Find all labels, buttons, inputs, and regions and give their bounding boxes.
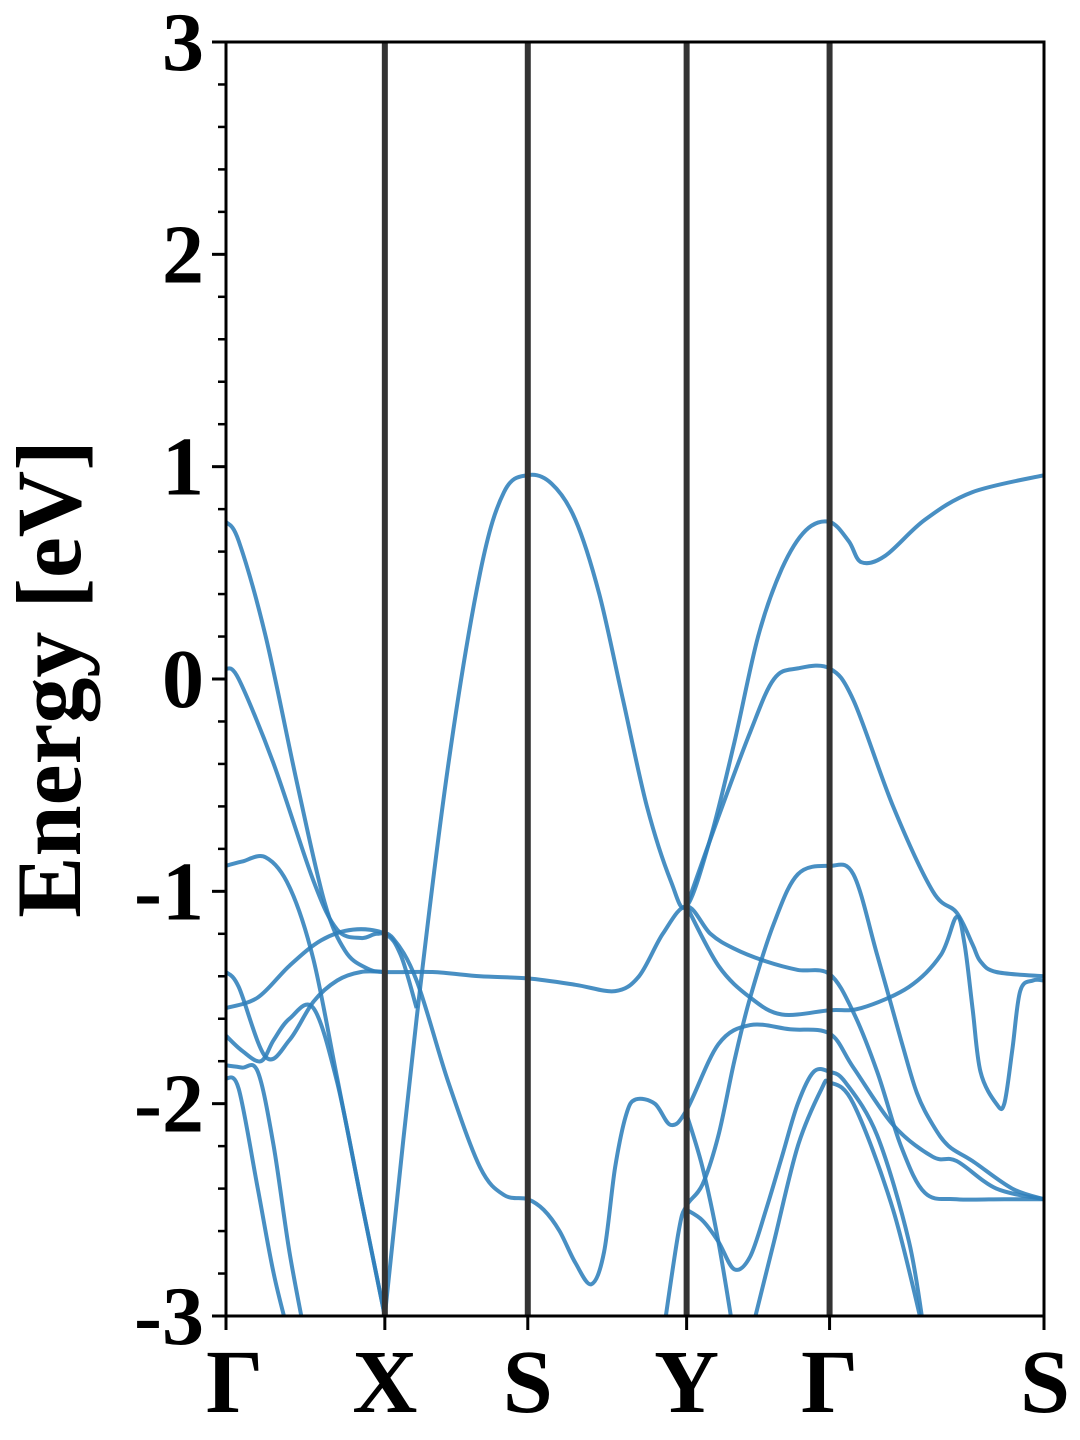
band-line-9 (226, 1075, 287, 1316)
band-line-12 (684, 1113, 733, 1316)
y-tick-label: 0 (162, 633, 204, 726)
kpoint-label: Y (654, 1333, 719, 1432)
kpoint-label: Γ (801, 1333, 858, 1432)
band-line-3 (226, 854, 387, 1316)
band-line-15 (684, 905, 1044, 1111)
plot-frame (224, 40, 1046, 1318)
band-line-13 (753, 1078, 922, 1316)
band-line-6 (226, 969, 385, 1062)
band-line-5 (226, 927, 419, 1011)
y-tick-label: 2 (162, 208, 204, 301)
y-tick-label: -3 (134, 1270, 204, 1363)
band-line-4 (382, 472, 1044, 1316)
band-lines (226, 472, 1044, 1316)
kpoint-label: S (1020, 1333, 1070, 1432)
band-line-8 (226, 1062, 304, 1316)
kpoint-label: Γ (206, 1333, 263, 1432)
y-tick-label: 1 (162, 421, 204, 514)
y-axis-label: Energy [eV] (0, 440, 100, 918)
y-axis-ticks: 3 2 1 0 -1 -2 -3 (134, 0, 226, 1363)
kpoint-label: S (503, 1333, 553, 1432)
kpoint-dividers (381, 42, 833, 1316)
kpoint-label: X (352, 1333, 417, 1432)
band-line-1 (226, 520, 1044, 1202)
y-tick-label: -2 (134, 1058, 204, 1151)
y-tick-label: -1 (134, 845, 204, 938)
band-line-2 (226, 666, 1044, 1287)
band-line-7 (226, 1002, 387, 1316)
band-line-14 (684, 663, 1044, 979)
y-tick-label: 3 (162, 0, 204, 89)
